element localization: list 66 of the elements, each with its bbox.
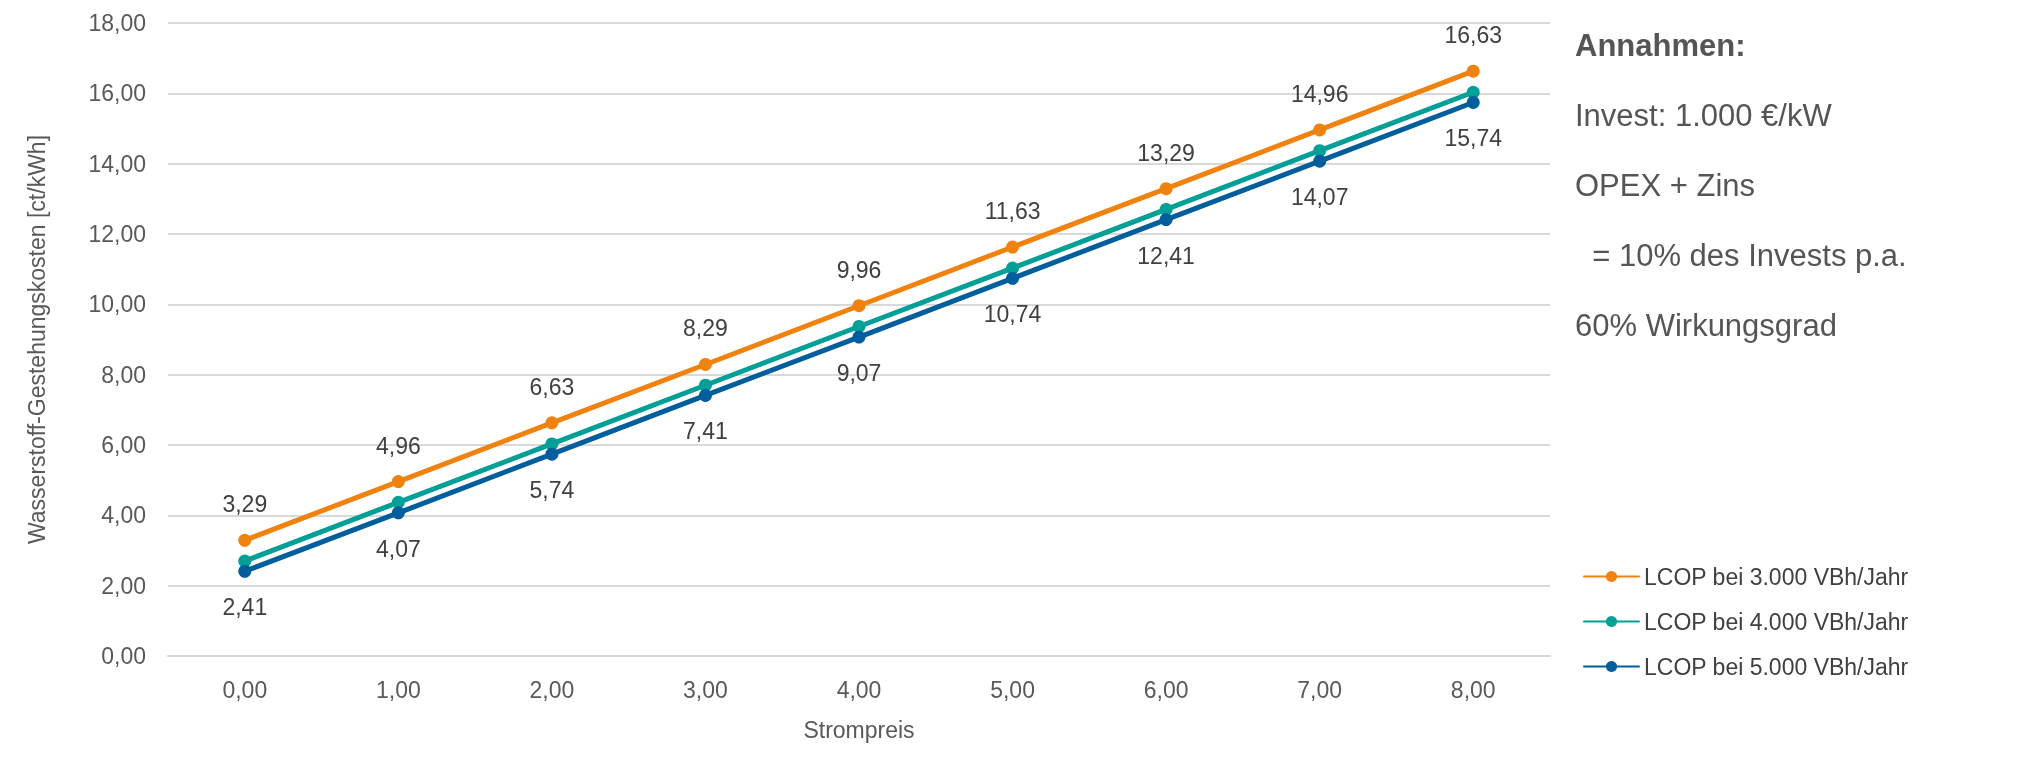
text: Invest: 1.000 €/kW (1575, 98, 1833, 133)
text: = 10% des Invests p.a. (1575, 238, 1907, 273)
x-tick-label: 3,00 (683, 676, 728, 703)
y-tick-label: 0,00 (101, 643, 146, 669)
data-label: 6,63 (529, 373, 575, 400)
x-tick-label: 7,00 (1297, 676, 1343, 703)
data-label: 13,29 (1137, 139, 1195, 166)
x-tick-label: 5,00 (990, 676, 1035, 703)
text: Annahmen: (1575, 28, 1746, 63)
data-label: 15,74 (1444, 125, 1503, 152)
data-label: 8,29 (683, 315, 728, 342)
y-axis-title: Wasserstoff-Gestehungskosten [ct/kWh] (23, 134, 50, 545)
data-label: 5,74 (529, 477, 575, 504)
data-label: 10,74 (983, 301, 1042, 328)
text: 60% Wirkungsgrad (1575, 308, 1837, 343)
point (545, 416, 559, 430)
x-tick-label: 1,00 (375, 676, 421, 703)
data-label: 2,41 (222, 594, 268, 621)
data-label: 4,96 (375, 432, 421, 459)
point (852, 330, 866, 344)
point (391, 475, 405, 489)
data-label: 14,96 (1290, 80, 1349, 107)
point (1006, 271, 1020, 285)
legend-label: LCOP bei 3.000 VBh/Jahr (1644, 563, 1909, 590)
y-tick-label: 14,00 (88, 150, 146, 177)
x-axis-title: Strompreis (803, 716, 915, 743)
y-tick-label: 4,00 (101, 502, 146, 529)
text: OPEX + Zins (1575, 168, 1756, 203)
data-label: 12,41 (1137, 242, 1195, 269)
data-label: 4,07 (375, 535, 421, 562)
point (238, 564, 252, 578)
point (1313, 154, 1327, 168)
point (698, 357, 712, 371)
data-label: 9,96 (836, 256, 882, 283)
data-label: 9,07 (836, 360, 882, 387)
y-tick-label: 16,00 (88, 80, 146, 107)
y-tick-label: 2,00 (101, 572, 146, 599)
y-tick-label: 10,00 (88, 291, 146, 318)
data-label: 16,63 (1444, 22, 1502, 49)
point (1159, 182, 1173, 196)
x-tick-label: 2,00 (529, 676, 575, 703)
legend-label: LCOP bei 5.000 VBh/Jahr (1644, 653, 1909, 680)
x-tick-label: 6,00 (1143, 676, 1189, 703)
y-tick-label: 8,00 (101, 361, 146, 388)
point (852, 299, 866, 313)
point (698, 388, 712, 402)
x-tick-label: 0,00 (222, 676, 268, 703)
x-tick-label: 8,00 (1450, 676, 1496, 703)
data-label: 3,29 (222, 491, 268, 518)
point (1159, 213, 1173, 227)
point (238, 533, 252, 547)
data-label: 7,41 (683, 418, 728, 445)
point (1313, 144, 1327, 158)
y-tick-label: 18,00 (88, 10, 146, 36)
y-tick-label: 12,00 (88, 221, 146, 247)
data-label: 11,63 (984, 198, 1041, 225)
data-label: 14,07 (1290, 184, 1349, 211)
point (1466, 64, 1480, 78)
y-tick-label: 6,00 (101, 432, 146, 458)
x-tick-label: 4,00 (836, 676, 882, 703)
legend-label: LCOP bei 4.000 VBh/Jahr (1644, 608, 1909, 635)
point (391, 506, 405, 520)
point (545, 447, 559, 461)
point (1466, 95, 1480, 109)
point (1006, 240, 1020, 254)
point (1313, 123, 1327, 137)
